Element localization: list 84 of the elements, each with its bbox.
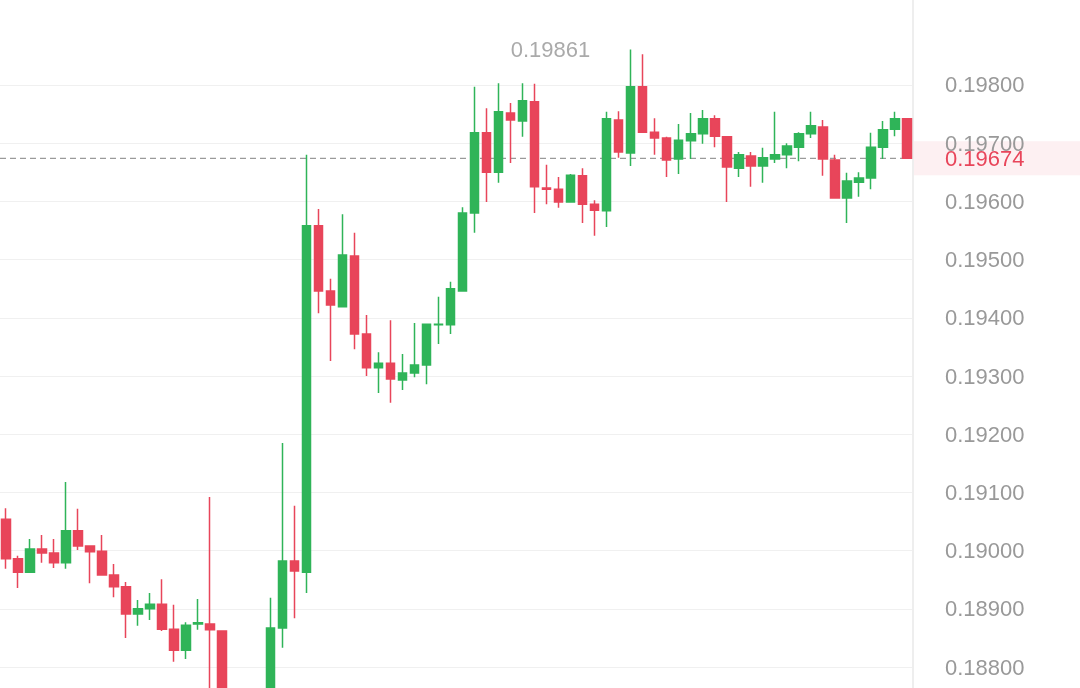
candlestick (337, 213, 348, 308)
candlestick (901, 117, 913, 160)
candlestick (180, 621, 192, 660)
candlestick (349, 232, 360, 350)
candlestick (192, 598, 204, 631)
candlestick (385, 319, 396, 404)
candlestick (60, 481, 72, 570)
candlestick (757, 147, 769, 184)
candlestick (625, 48, 636, 167)
candlestick (721, 136, 733, 203)
candlestick (877, 120, 889, 160)
candlestick (156, 578, 168, 632)
candlestick (481, 107, 492, 203)
candlestick (301, 154, 312, 594)
candlestick (553, 176, 564, 209)
candlestick (601, 111, 612, 228)
candlestick (409, 322, 420, 378)
candlestick (373, 351, 384, 394)
candlestick (277, 442, 288, 649)
candlestick (637, 53, 648, 133)
candlestick (457, 206, 468, 292)
candlestick (517, 82, 528, 138)
y-tick-label: 0.19500 (945, 247, 1025, 273)
candlestick (313, 208, 324, 314)
candlestick (613, 110, 624, 159)
candlestick (889, 111, 901, 137)
candlestick (661, 136, 672, 178)
candlestick (829, 154, 841, 199)
candlestick (649, 117, 660, 156)
candlestick (469, 85, 480, 234)
candlestick (361, 314, 372, 377)
candlestick (216, 630, 228, 688)
y-tick-label: 0.19100 (945, 479, 1025, 505)
y-tick-label: 0.19600 (945, 188, 1025, 214)
candlestick (505, 102, 516, 164)
y-tick-label: 0.18800 (945, 654, 1025, 680)
candlestick (841, 172, 853, 224)
candlestick (709, 114, 721, 149)
candlestick (565, 173, 576, 203)
candlestick (120, 581, 132, 639)
candlestick (12, 555, 24, 589)
y-tick-label: 0.19000 (945, 538, 1025, 564)
candlestick (697, 109, 709, 145)
candlestick (72, 507, 84, 551)
candlestick (853, 171, 865, 198)
candlestick (48, 538, 60, 569)
y-tick-label: 0.18900 (945, 596, 1025, 622)
candlestick (204, 496, 216, 688)
candlestick (108, 563, 120, 598)
y-tick-label: 0.19800 (945, 72, 1025, 98)
y-tick-label: 0.19200 (945, 421, 1025, 447)
annotation: 0.19861 (510, 36, 591, 62)
candlestick (445, 280, 456, 335)
candlestick (168, 604, 180, 663)
candlestick (265, 597, 276, 688)
candlestick (817, 119, 829, 177)
candlestick (96, 534, 108, 576)
candlestick (865, 131, 877, 190)
candlestick (685, 112, 697, 160)
y-tick-label: 0.19300 (945, 363, 1025, 389)
candlestick (733, 151, 745, 178)
candlestick (421, 323, 432, 385)
candlestick (493, 82, 504, 184)
candlestick (589, 199, 600, 237)
candlestick (0, 507, 12, 570)
candlestick (36, 534, 48, 564)
candlestick (577, 167, 588, 224)
candlestick (289, 505, 300, 619)
candlestick (144, 592, 156, 621)
candlestick (541, 163, 552, 206)
candlestick (529, 83, 540, 214)
candlestick (745, 151, 757, 188)
candlestick (132, 599, 144, 627)
candlestick (805, 111, 817, 139)
candlestick (24, 538, 36, 573)
candlestick (325, 278, 336, 362)
candlestick (673, 123, 684, 175)
candlestick (781, 142, 793, 169)
candlestick (793, 131, 805, 162)
candlestick (433, 296, 444, 345)
candlestick (84, 545, 96, 584)
candlestick (397, 353, 408, 391)
candlestick (769, 111, 781, 164)
y-tick-label: 0.19400 (945, 305, 1025, 331)
